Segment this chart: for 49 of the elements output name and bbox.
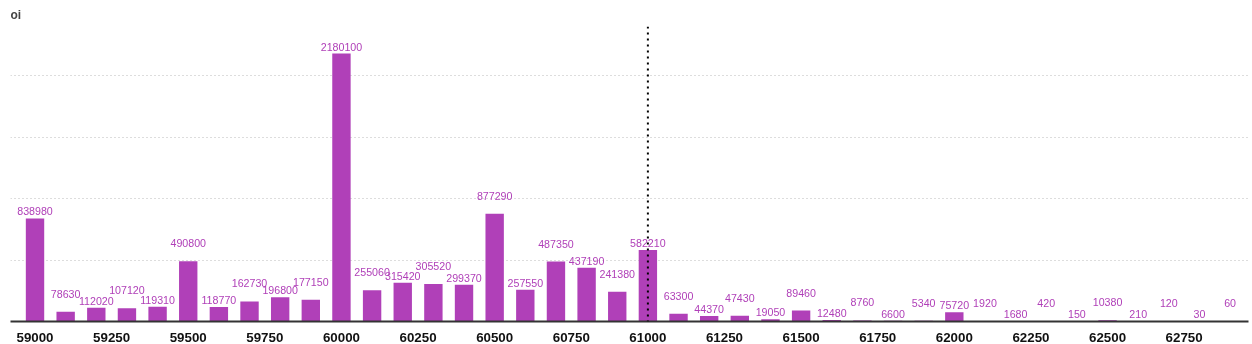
x-tick-label: 61000 [629,329,667,344]
data-label: 1920 [973,297,997,310]
data-label: 150 [1068,308,1086,321]
x-tick-label: 62500 [1089,329,1127,344]
data-label: 78630 [50,287,81,300]
data-label: 257550 [507,276,544,289]
data-label: 120 [1159,297,1178,310]
data-label: 490800 [170,237,207,250]
data-label: 877290 [476,189,513,202]
data-label: 75720 [939,299,970,312]
x-tick-label: 62000 [935,329,973,344]
data-label: 44370 [694,303,725,316]
x-tick-label: 59500 [169,329,207,344]
data-label: 6600 [881,307,905,320]
data-label: 8760 [850,296,875,309]
data-label: 210 [1129,308,1148,321]
x-tick-label: 60500 [476,329,514,344]
data-label: 12480 [816,306,847,319]
x-tick-label: 60000 [322,329,360,344]
x-tick-label: 61500 [782,329,820,344]
data-label: 10380 [1092,296,1123,309]
data-label: 89460 [786,286,816,299]
x-tick-label: 61250 [705,329,744,344]
data-label: 487350 [538,237,574,250]
data-label: 305520 [415,259,452,272]
x-tick-label: 59750 [246,329,284,344]
data-label: 63300 [663,289,694,302]
data-label: 47430 [725,291,755,304]
x-tick-label: 59000 [16,329,54,344]
x-tick-label: 62250 [1012,329,1050,344]
data-label: 19050 [755,306,786,319]
x-tick-label: 62750 [1165,329,1203,344]
y-axis-title: oi [10,7,22,22]
data-label: 2180100 [320,40,363,53]
x-tick-label: 59250 [93,329,131,344]
data-label: 299370 [446,271,482,284]
data-label: 118770 [201,293,237,306]
x-tick-label: 60250 [399,329,437,344]
data-label: 30 [1193,308,1206,321]
data-label: 5340 [911,296,936,309]
data-label: 60 [1224,297,1237,310]
data-label: 241380 [599,267,636,280]
data-label: 437190 [568,254,605,267]
data-label: 420 [1037,297,1056,310]
data-label: 582210 [630,236,666,249]
data-label: 838980 [17,205,53,218]
x-tick-label: 60750 [552,329,590,344]
x-tick-label: 61750 [859,329,897,344]
data-label: 1680 [1003,308,1028,321]
